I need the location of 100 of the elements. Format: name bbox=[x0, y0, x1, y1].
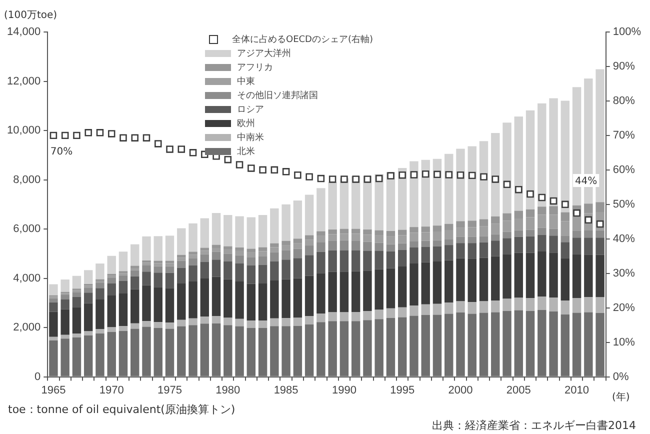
x-axis-title: (年) bbox=[612, 391, 630, 404]
bar bbox=[293, 248, 302, 258]
x-tick-label: 1975 bbox=[158, 384, 182, 396]
bar bbox=[177, 228, 186, 255]
bar bbox=[212, 252, 221, 260]
bar bbox=[270, 318, 279, 326]
bar bbox=[479, 258, 488, 302]
bar bbox=[514, 298, 524, 310]
bar bbox=[96, 299, 104, 330]
bar bbox=[118, 326, 128, 331]
bar bbox=[270, 252, 279, 262]
bar bbox=[165, 260, 174, 264]
bar bbox=[246, 217, 256, 249]
point bbox=[131, 134, 138, 142]
bar bbox=[258, 320, 268, 328]
point bbox=[178, 146, 186, 153]
bar bbox=[526, 230, 535, 236]
bar bbox=[374, 174, 384, 230]
x-tick-label: 2000 bbox=[448, 384, 473, 396]
bar bbox=[258, 251, 268, 256]
bar bbox=[502, 232, 512, 238]
bar bbox=[374, 310, 384, 320]
bar bbox=[270, 280, 279, 318]
bar bbox=[374, 242, 384, 251]
x-tick-label: 2005 bbox=[506, 384, 531, 396]
legend-label: 全体に占めるOECDのシェア(右軸) bbox=[232, 34, 374, 46]
point bbox=[294, 171, 302, 179]
bar bbox=[328, 272, 337, 312]
bar bbox=[410, 316, 418, 376]
bar bbox=[258, 264, 268, 284]
bar bbox=[374, 269, 384, 310]
point bbox=[492, 176, 500, 183]
bar bbox=[316, 273, 326, 314]
y-tick-label: 12,000 bbox=[6, 75, 41, 88]
y-tick-label: 10,000 bbox=[6, 124, 41, 137]
bar bbox=[60, 299, 70, 310]
bar bbox=[96, 282, 104, 288]
bar bbox=[118, 294, 128, 326]
bar bbox=[200, 324, 210, 376]
bar bbox=[72, 337, 82, 376]
bar bbox=[502, 238, 512, 254]
bar bbox=[107, 327, 116, 332]
y2-tick-label: 60% bbox=[612, 164, 636, 176]
bar bbox=[410, 161, 418, 228]
bar bbox=[479, 242, 488, 258]
bar bbox=[456, 236, 465, 244]
bar bbox=[49, 336, 58, 340]
bar bbox=[328, 250, 337, 272]
bar bbox=[432, 158, 442, 226]
bar bbox=[526, 110, 535, 210]
bar bbox=[514, 230, 524, 237]
point bbox=[154, 140, 162, 148]
bar bbox=[398, 307, 407, 318]
bar bbox=[572, 312, 582, 376]
point bbox=[189, 149, 197, 156]
point bbox=[468, 172, 476, 180]
bar bbox=[188, 258, 198, 266]
bar bbox=[491, 132, 500, 216]
bar bbox=[118, 252, 128, 272]
y2-tick-label: 100% bbox=[612, 26, 642, 38]
bar bbox=[410, 264, 418, 306]
bar bbox=[107, 256, 116, 274]
bar bbox=[200, 316, 210, 324]
bar bbox=[560, 258, 570, 300]
point bbox=[550, 197, 558, 205]
text: toe：tonne of oil equivalent(原油換算トン) bbox=[8, 402, 236, 417]
bar bbox=[538, 296, 546, 310]
bar bbox=[491, 312, 500, 376]
bar bbox=[410, 306, 418, 316]
bar bbox=[165, 272, 174, 288]
bar bbox=[502, 298, 512, 312]
bar bbox=[258, 256, 268, 265]
bar bbox=[386, 308, 396, 318]
bar bbox=[235, 326, 244, 376]
bar bbox=[398, 250, 407, 266]
bar bbox=[212, 248, 221, 252]
bar bbox=[154, 322, 162, 328]
bar bbox=[304, 255, 314, 276]
bar bbox=[235, 216, 244, 248]
bar bbox=[421, 247, 430, 262]
bar bbox=[584, 312, 593, 376]
bar bbox=[224, 254, 232, 262]
bar bbox=[526, 252, 535, 298]
bar bbox=[142, 326, 151, 376]
bar bbox=[456, 301, 465, 313]
point bbox=[306, 173, 313, 180]
bar bbox=[421, 314, 430, 376]
bar bbox=[363, 270, 372, 312]
y-tick-label: 8,000 bbox=[13, 174, 41, 186]
bar bbox=[235, 250, 244, 256]
bar bbox=[84, 335, 93, 376]
bar bbox=[421, 262, 430, 304]
bar bbox=[258, 283, 268, 321]
bar bbox=[212, 260, 221, 277]
bar bbox=[316, 242, 326, 252]
bar bbox=[560, 300, 570, 314]
bar bbox=[96, 329, 104, 334]
y2-tick-label: 10% bbox=[612, 336, 636, 348]
bar bbox=[386, 268, 396, 308]
source-note: 出典：経済産業省：エネルギー白書2014 bbox=[432, 418, 636, 433]
